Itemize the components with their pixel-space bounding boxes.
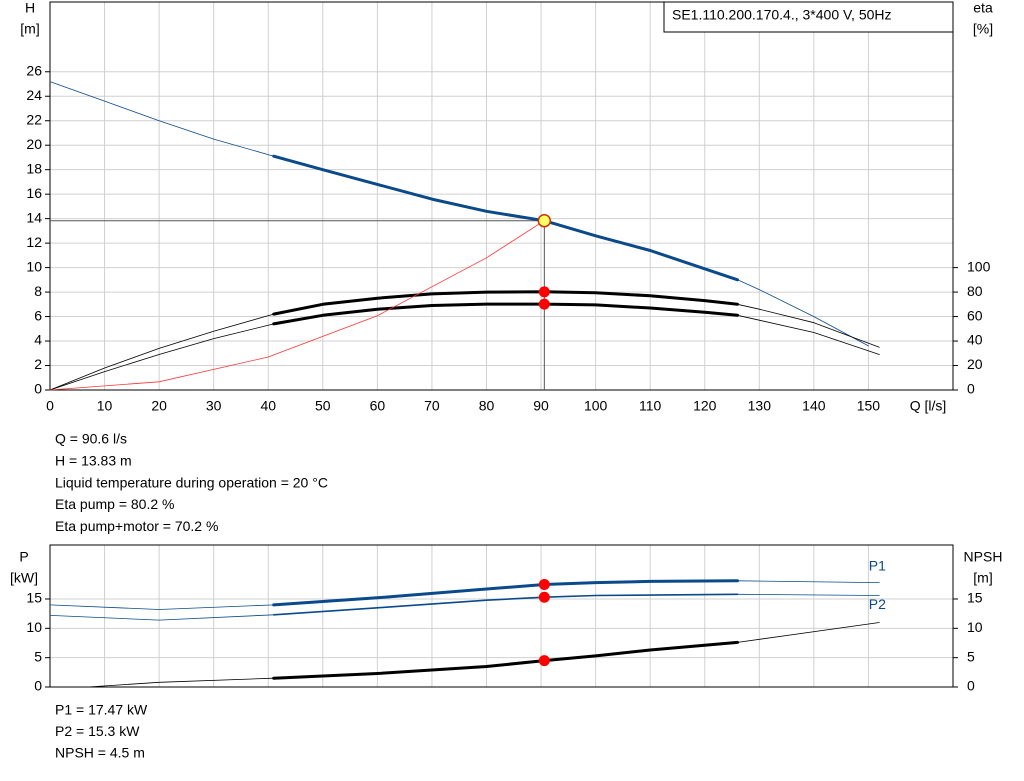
- info-line: P2 = 15.3 kW: [55, 723, 140, 739]
- curve: [49, 593, 880, 621]
- x-tick-label: 40: [260, 398, 276, 414]
- x-axis-label: Q [l/s]: [910, 398, 947, 414]
- y-tick-label: 6: [34, 307, 42, 323]
- x-tick-label: 110: [639, 398, 662, 414]
- y-tick-label: 24: [26, 87, 42, 103]
- x-tick-label: 50: [315, 398, 331, 414]
- curve: [272, 593, 739, 616]
- y-axis-label: [kW]: [10, 570, 38, 586]
- y2-axis-label: [m]: [973, 570, 992, 586]
- curve: [87, 622, 880, 688]
- y-tick-label: 14: [26, 209, 42, 225]
- info-line: P1 = 17.47 kW: [55, 702, 148, 718]
- y2-tick-label: 100: [967, 258, 991, 274]
- y-tick-label: 18: [26, 160, 42, 176]
- curve: [49, 220, 545, 391]
- y-tick-label: 20: [26, 136, 42, 152]
- duty-point: [538, 578, 550, 590]
- x-tick-label: 150: [857, 398, 881, 414]
- info-line: Eta pump+motor = 70.2 %: [55, 518, 218, 534]
- curve: [272, 579, 739, 607]
- info-line: H = 13.83 m: [55, 453, 132, 469]
- x-tick-label: 10: [97, 398, 113, 414]
- y-tick-label: 12: [26, 234, 42, 250]
- y2-tick-label: 5: [967, 648, 975, 664]
- chart-title: SE1.110.200.170.4., 3*400 V, 50Hz: [672, 7, 892, 23]
- y-axis-label: P: [19, 549, 28, 565]
- x-tick-label: 140: [802, 398, 826, 414]
- title-box: [663, 1, 954, 33]
- info-line: Liquid temperature during operation = 20…: [55, 474, 328, 490]
- y2-tick-label: 0: [967, 381, 975, 397]
- x-tick-label: 30: [206, 398, 222, 414]
- y2-tick-label: 0: [967, 678, 975, 694]
- x-tick-label: 80: [479, 398, 495, 414]
- duty-point: [537, 213, 552, 228]
- y-tick-label: 5: [34, 648, 42, 664]
- y-tick-label: 16: [26, 185, 42, 201]
- info-line: Q = 90.6 l/s: [55, 431, 127, 447]
- y-tick-label: 26: [26, 62, 42, 78]
- y2-tick-label: 60: [967, 307, 983, 323]
- curve: [272, 302, 739, 326]
- y2-axis-label: [%]: [973, 21, 993, 37]
- y-tick-label: 10: [26, 619, 42, 635]
- y-tick-label: 15: [26, 590, 42, 606]
- duty-point: [538, 298, 550, 310]
- y-tick-label: 0: [34, 381, 42, 397]
- x-tick-label: 20: [151, 398, 167, 414]
- y-axis-label: H: [25, 0, 35, 16]
- curve: [272, 640, 739, 680]
- x-tick-label: 90: [533, 398, 549, 414]
- curve: [272, 290, 739, 316]
- x-tick-label: 70: [424, 398, 440, 414]
- duty-point: [538, 286, 550, 298]
- info-line: Eta pump = 80.2 %: [55, 496, 174, 512]
- curve: [49, 580, 880, 610]
- plot-frame: [49, 544, 954, 688]
- x-tick-label: 120: [693, 398, 717, 414]
- y2-axis-label: eta: [973, 0, 993, 16]
- y2-tick-label: 15: [967, 590, 983, 606]
- y-tick-label: 2: [34, 356, 42, 372]
- y-tick-label: 8: [34, 283, 42, 299]
- plot-frame: [49, 1, 954, 391]
- y2-tick-label: 40: [967, 332, 983, 348]
- y2-tick-label: 10: [967, 619, 983, 635]
- duty-point: [538, 655, 550, 667]
- curve: [272, 154, 739, 282]
- y2-tick-label: 20: [967, 356, 983, 372]
- x-tick-label: 0: [46, 398, 54, 414]
- y-tick-label: 4: [34, 332, 42, 348]
- y-tick-label: 10: [26, 258, 42, 274]
- y-tick-label: 0: [34, 678, 42, 694]
- info-line: NPSH = 4.5 m: [55, 745, 145, 761]
- y2-tick-label: 80: [967, 283, 983, 299]
- x-tick-label: 100: [584, 398, 608, 414]
- y-tick-label: 22: [26, 111, 42, 127]
- x-tick-label: 130: [748, 398, 772, 414]
- y-axis-label: [m]: [20, 21, 39, 37]
- y2-axis-label: NPSH: [964, 549, 1003, 565]
- x-tick-label: 60: [370, 398, 386, 414]
- series-label: P2: [869, 596, 886, 612]
- series-label: P1: [869, 557, 886, 573]
- duty-point: [538, 591, 550, 603]
